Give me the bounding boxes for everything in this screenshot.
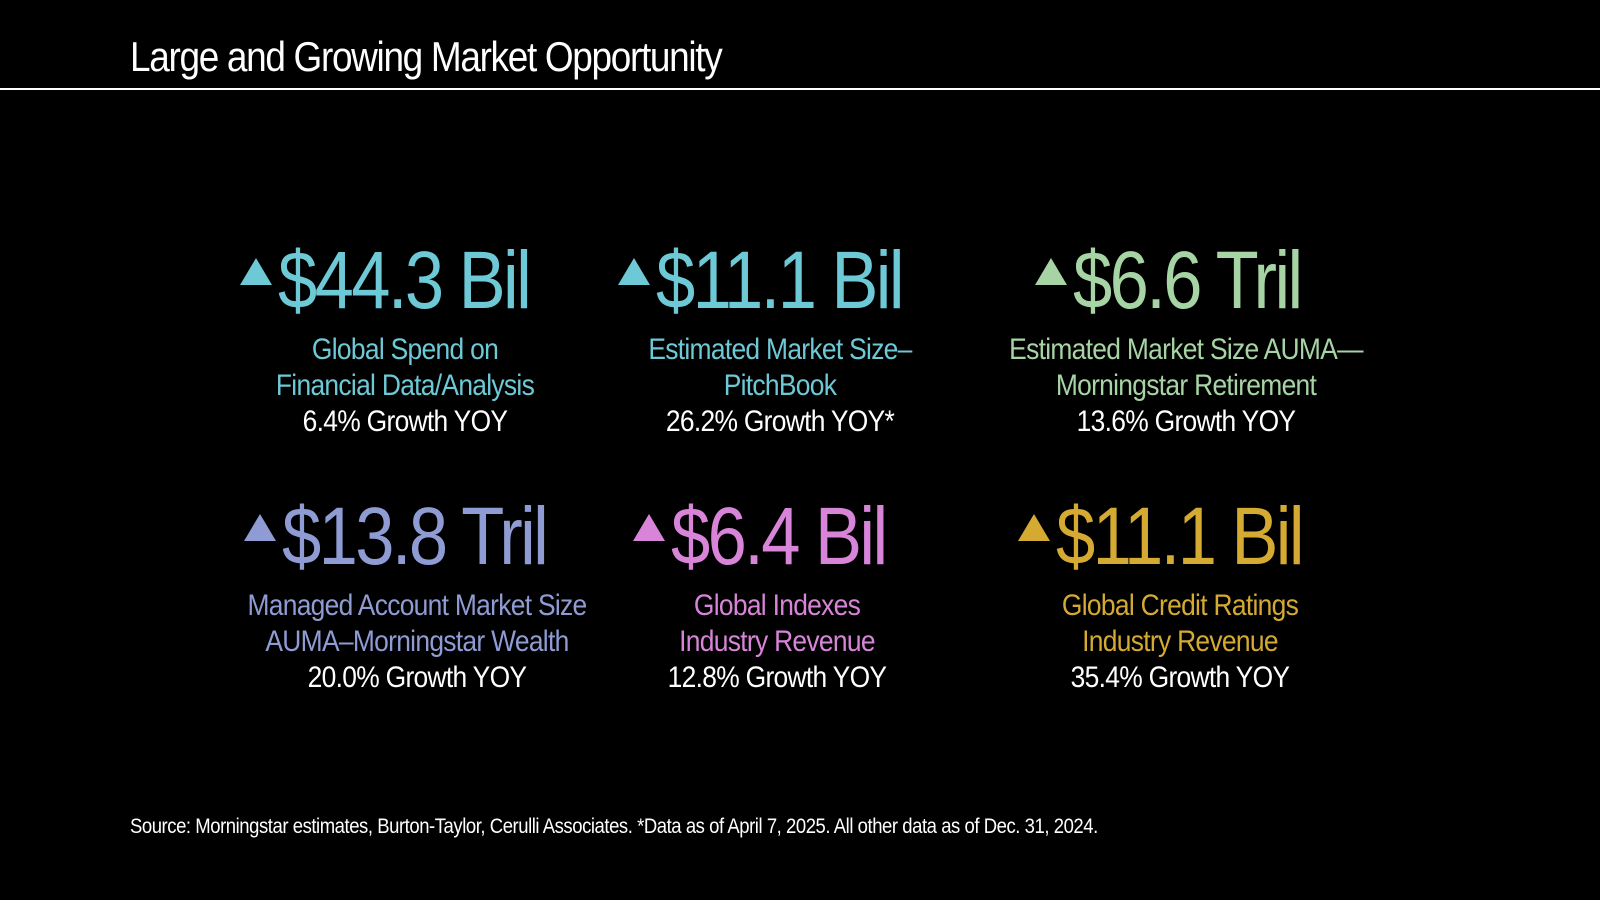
up-triangle-icon <box>633 514 666 541</box>
stat-card-financial-data: $44.3 Bil Global Spend on Financial Data… <box>185 240 625 440</box>
stat-card-retirement: $6.6 Tril Estimated Market Size AUMA— Mo… <box>966 240 1406 440</box>
stat-headline: $11.1 Bil <box>560 240 1000 332</box>
stat-growth: 13.6% Growth YOY <box>1076 405 1296 438</box>
stat-card-indexes: $6.4 Bil Global Indexes Industry Revenue… <box>557 496 997 696</box>
stat-label-line1: Managed Account Market Size <box>247 589 587 622</box>
stat-headline: $11.1 Bil <box>960 496 1400 588</box>
stat-value: $6.6 Tril <box>1072 235 1303 326</box>
stat-headline: $6.6 Tril <box>966 240 1406 332</box>
stat-value: $13.8 Tril <box>282 491 549 582</box>
up-triangle-icon <box>617 258 650 285</box>
stat-value: $11.1 Bil <box>1055 491 1305 582</box>
stat-label-line1: Estimated Market Size– <box>648 333 912 366</box>
stat-growth: 35.4% Growth YOY <box>1070 661 1290 694</box>
stat-label-line2: Financial Data/Analysis <box>275 369 535 402</box>
stat-headline: $6.4 Bil <box>557 496 997 588</box>
stat-growth: 12.8% Growth YOY <box>667 661 887 694</box>
up-triangle-icon <box>239 258 272 285</box>
stat-value: $6.4 Bil <box>671 491 888 582</box>
stat-label-line2: Industry Revenue <box>679 625 875 658</box>
stat-card-pitchbook: $11.1 Bil Estimated Market Size– PitchBo… <box>560 240 1000 440</box>
stat-label-line1: Global Spend on <box>311 333 499 366</box>
title-divider <box>0 88 1600 90</box>
up-triangle-icon <box>244 514 277 541</box>
stat-growth: 6.4% Growth YOY <box>302 405 508 438</box>
stat-label-line2: Morningstar Retirement <box>1055 369 1317 402</box>
up-triangle-icon <box>1034 258 1067 285</box>
stat-card-credit-ratings: $11.1 Bil Global Credit Ratings Industry… <box>960 496 1400 696</box>
stat-label-line2: Industry Revenue <box>1082 625 1278 658</box>
stat-growth: 26.2% Growth YOY* <box>665 405 895 438</box>
stat-card-managed-accounts: $13.8 Tril Managed Account Market Size A… <box>197 496 637 696</box>
stat-label-line2: AUMA–Morningstar Wealth <box>265 625 569 658</box>
stat-value: $11.1 Bil <box>655 235 905 326</box>
stat-label-line1: Global Indexes <box>693 589 861 622</box>
stat-growth: 20.0% Growth YOY <box>307 661 527 694</box>
up-triangle-icon <box>1017 514 1050 541</box>
stat-label-line1: Estimated Market Size AUMA— <box>1009 333 1363 366</box>
stat-label-line2: PitchBook <box>723 369 837 402</box>
source-footnote: Source: Morningstar estimates, Burton-Ta… <box>130 815 1098 838</box>
slide-title: Large and Growing Market Opportunity <box>130 33 723 80</box>
stat-headline: $44.3 Bil <box>185 240 625 332</box>
stat-value: $44.3 Bil <box>277 235 532 326</box>
stat-label-line1: Global Credit Ratings <box>1061 589 1299 622</box>
stat-headline: $13.8 Tril <box>197 496 637 588</box>
